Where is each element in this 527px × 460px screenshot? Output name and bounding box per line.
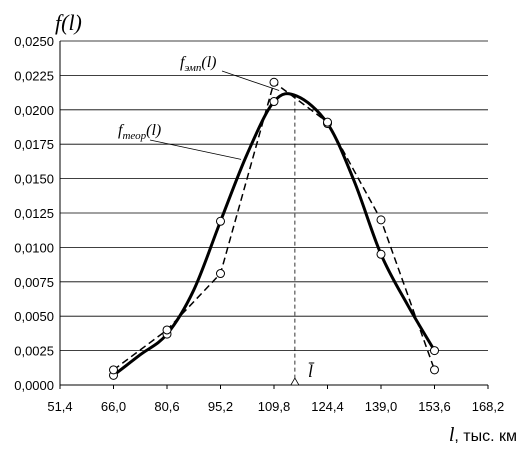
x-tick-labels: 51,4 66,0 80,6 95,2 109,8 124,4 139,0 153,6 168,… <box>47 399 504 414</box>
x-tick-label: 66,0 <box>101 399 126 414</box>
x-tick-label: 80,6 <box>154 399 179 414</box>
x-tick-label: 109,8 <box>258 399 291 414</box>
x-axis-variable: l <box>449 424 455 446</box>
point-theoretical <box>376 249 386 259</box>
y-tick-label: 0,0075 <box>14 275 54 290</box>
point-empirical <box>430 365 439 375</box>
y-tick-label: 0,0000 <box>14 378 54 393</box>
y-tick-labels: 0,0000 0,0025 0,0050 0,0075 0,0100 0,0125 0,01… <box>14 34 54 393</box>
axes <box>59 41 489 389</box>
x-tick-label: 95,2 <box>208 399 233 414</box>
leader-theoretical <box>149 139 242 160</box>
point-theoretical <box>269 97 279 107</box>
point-theoretical <box>430 346 439 356</box>
point-empirical <box>269 77 279 87</box>
series-group <box>112 81 436 377</box>
x-tick-label: 124,4 <box>311 399 344 414</box>
point-empirical <box>162 325 172 335</box>
y-tick-label: 0,0150 <box>14 172 54 187</box>
point-empirical <box>376 215 386 225</box>
y-tick-label: 0,0050 <box>14 309 54 324</box>
x-tick-label: 168,2 <box>472 399 505 414</box>
series-label-theoretical: fтеор(l) <box>118 122 161 142</box>
x-tick-label: 153,6 <box>418 399 451 414</box>
y-axis-title: f(l) <box>55 10 82 35</box>
y-tick-label: 0,0225 <box>14 68 54 83</box>
x-tick-label: 139,0 <box>365 399 398 414</box>
y-tick-label: 0,0175 <box>14 137 54 152</box>
y-tick-label: 0,0025 <box>14 344 54 359</box>
series-line-empirical <box>113 81 436 371</box>
leader-empirical <box>221 70 280 91</box>
y-tick-label: 0,0200 <box>14 103 54 118</box>
x-tick-label: 51,4 <box>47 399 72 414</box>
mean-label: l̄ <box>308 361 315 381</box>
series-label-empirical: fэмп(l) <box>180 54 217 74</box>
y-tick-label: 0,0250 <box>14 34 54 49</box>
point-empirical <box>216 269 225 279</box>
point-empirical <box>109 365 118 375</box>
mean-marker <box>290 377 300 386</box>
annotations <box>149 70 300 386</box>
y-tick-label: 0,0125 <box>14 206 54 221</box>
point-theoretical <box>216 216 225 226</box>
x-axis-unit: , тыс. км <box>454 428 517 445</box>
x-axis-title: l, тыс. км <box>449 424 517 446</box>
y-grid <box>60 40 488 352</box>
y-tick-label: 0,0100 <box>14 240 54 255</box>
markers-group <box>109 77 439 380</box>
point-empirical <box>323 117 332 127</box>
